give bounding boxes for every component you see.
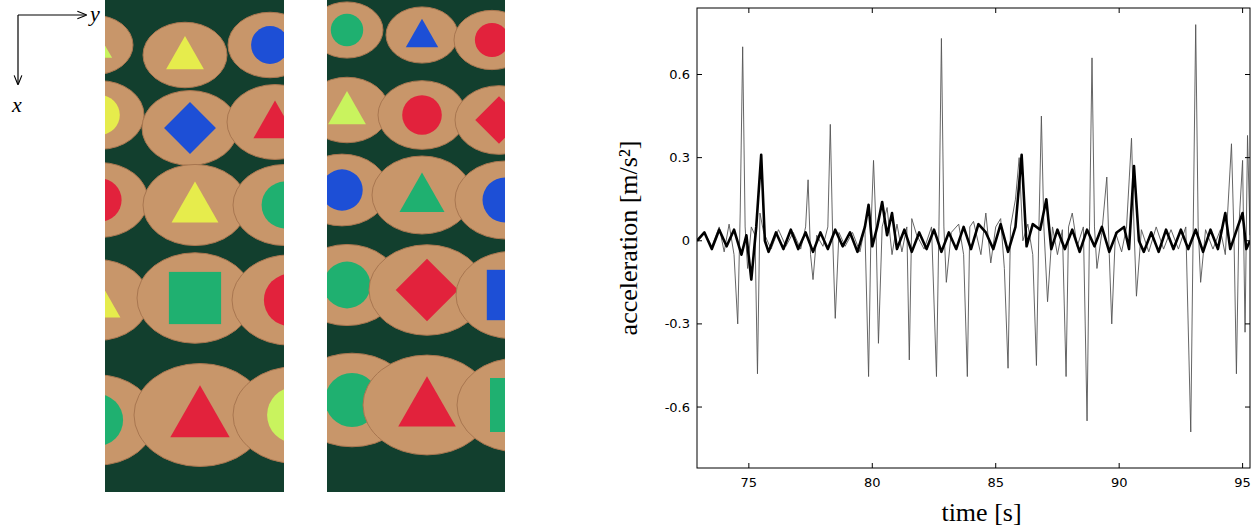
x-tick-label: 85 [987,475,1004,490]
y-axis-title: acceleration [m/s²] [614,141,643,336]
x-tick [872,463,873,468]
y-tick [1245,157,1250,158]
plot-frame [697,8,1250,468]
photo-axis-arrow [17,15,18,84]
photo-disk [227,85,284,160]
x-axis-title: time [s] [941,498,1021,527]
y-tick [697,323,702,324]
photo-shape [327,262,370,309]
x-tick [748,8,749,13]
y-tick [697,157,702,158]
photo-disk [105,163,148,238]
y-tick [1245,74,1250,75]
photo-shape [406,19,438,47]
x-tick-label: 90 [1111,475,1128,490]
photo-shape [105,28,112,58]
x-tick [1119,8,1120,13]
photo-shape [105,178,122,221]
photo-shape [327,169,363,210]
photo-shape [487,270,505,320]
x-tick [748,463,749,468]
series-group [697,25,1250,432]
photo-disk [386,7,458,63]
photo-axis-arrow [18,14,86,15]
photo-shape [105,95,120,135]
photo-disk [454,10,505,69]
photo-disk [455,86,505,155]
series-line [697,155,1250,280]
y-tick [697,240,702,241]
photo-shape [253,100,284,138]
photo-disk [105,81,144,150]
y-tick-label: 0 [682,233,690,248]
y-tick [1245,323,1250,324]
x-tick [872,8,873,13]
x-tick [1242,463,1243,468]
x-tick-label: 95 [1234,475,1251,490]
photo-disk [228,12,284,78]
y-tick-label: 0.3 [669,150,690,165]
photo-shape [172,182,219,223]
photo-disk [456,251,505,338]
y-tick-label: 0.6 [669,67,690,82]
photo-disk [143,164,247,245]
photo-shape [262,182,284,229]
y-tick [697,74,702,75]
x-tick [1242,8,1243,13]
photo-shape [170,385,229,437]
photo-shape [490,378,505,432]
plot-area [697,8,1250,468]
y-tick [1245,240,1250,241]
figure: y x 75 80 85 90 95 -0.6 -0.3 0 0.3 0.6 time [s] accel… [0,0,1258,531]
photo-disk [232,255,284,345]
photo-shape [105,277,120,318]
y-tick [697,407,702,408]
photo-disk [142,91,238,166]
photo-shape [105,394,123,446]
photo-shape [400,173,445,212]
photo-shape [483,178,506,223]
photo-shape [328,91,366,124]
x-tick-label: 80 [864,475,881,490]
photo-shape [398,376,456,426]
photo-disk [233,367,284,464]
photo-disk [457,358,505,452]
x-tick [995,8,996,13]
photo-disk [143,22,227,88]
series-line [697,25,1250,432]
photo-shape [169,272,221,324]
photo-disk [105,15,133,74]
photo-shape [166,36,204,69]
photo-shape [475,96,505,144]
photo-disk [327,2,383,58]
photo-panel [327,0,505,492]
photo-disk [233,164,284,245]
photo-shape [331,14,363,46]
photo-disk [455,161,505,239]
x-tick [1119,463,1120,468]
photo-shape [264,274,284,326]
photo-panel [105,0,284,492]
y-tick-label: -0.3 [665,316,690,331]
y-tick-label: -0.6 [665,400,690,415]
photo-shape [267,387,284,443]
x-tick-label: 75 [741,475,758,490]
photo-axis-label: y [88,1,100,26]
y-tick [1245,407,1250,408]
photo-shape [475,23,505,57]
x-tick [995,463,996,468]
photo-shape [164,102,216,154]
photo-shape [251,26,284,64]
photo-shape [396,259,459,322]
photo-axis-label: x [11,92,22,117]
photo-shape [402,95,442,135]
photo-disk [378,81,466,150]
